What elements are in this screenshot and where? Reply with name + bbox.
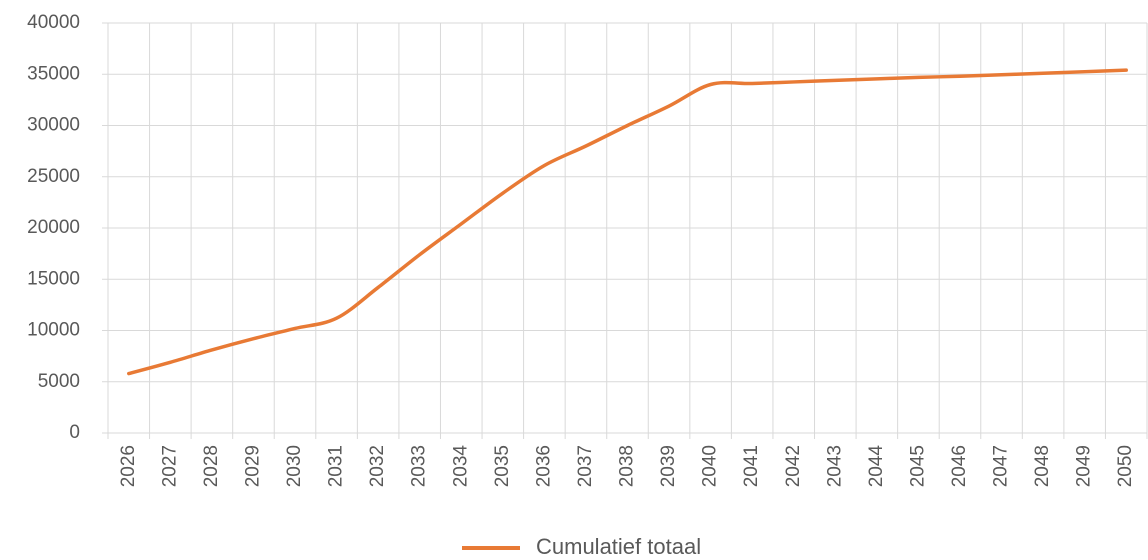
x-tick-label: 2033 bbox=[409, 445, 430, 487]
x-tick-label: 2041 bbox=[741, 445, 762, 487]
y-tick-label: 5000 bbox=[38, 371, 80, 392]
line bbox=[127, 68, 1128, 376]
x-tick-label: 2048 bbox=[1032, 445, 1053, 487]
x-tick-label: 2027 bbox=[159, 445, 180, 487]
x-tick-label: 2031 bbox=[326, 445, 347, 487]
x-tick-label: 2035 bbox=[492, 445, 513, 487]
x-tick-label: 2040 bbox=[700, 445, 721, 487]
x-tick-label: 2036 bbox=[533, 445, 554, 487]
x-tick-label: 2038 bbox=[617, 445, 638, 487]
y-tick-label: 15000 bbox=[27, 268, 80, 289]
x-tick-label: 2032 bbox=[367, 445, 388, 487]
x-tick-label: 2049 bbox=[1074, 445, 1095, 487]
y-tick-label: 0 bbox=[69, 422, 80, 443]
x-tick-label: 2042 bbox=[783, 445, 804, 487]
y-tick-label: 10000 bbox=[27, 320, 80, 341]
x-tick-label: 2039 bbox=[658, 445, 679, 487]
x-tick-label: 2045 bbox=[907, 445, 928, 487]
y-tick-label: 30000 bbox=[27, 115, 80, 136]
x-tick-label: 2050 bbox=[1115, 445, 1136, 487]
x-tick-label: 2026 bbox=[118, 445, 139, 487]
x-tick-label: 2037 bbox=[575, 445, 596, 487]
legend-label: Cumulatief totaal bbox=[536, 534, 701, 559]
y-tick-label: 40000 bbox=[27, 12, 80, 33]
x-tick-label: 2029 bbox=[242, 445, 263, 487]
x-tick-label: 2034 bbox=[450, 445, 471, 488]
y-tick-label: 20000 bbox=[27, 217, 80, 238]
x-tick-label: 2043 bbox=[824, 445, 845, 487]
x-tick-label: 2028 bbox=[201, 445, 222, 487]
x-tick-label: 2030 bbox=[284, 445, 305, 487]
x-tick-label: 2044 bbox=[866, 445, 887, 488]
y-tick-label: 25000 bbox=[27, 166, 80, 187]
y-tick-label: 35000 bbox=[27, 63, 80, 84]
x-tick-label: 2047 bbox=[991, 445, 1012, 487]
x-tick-label: 2046 bbox=[949, 445, 970, 487]
